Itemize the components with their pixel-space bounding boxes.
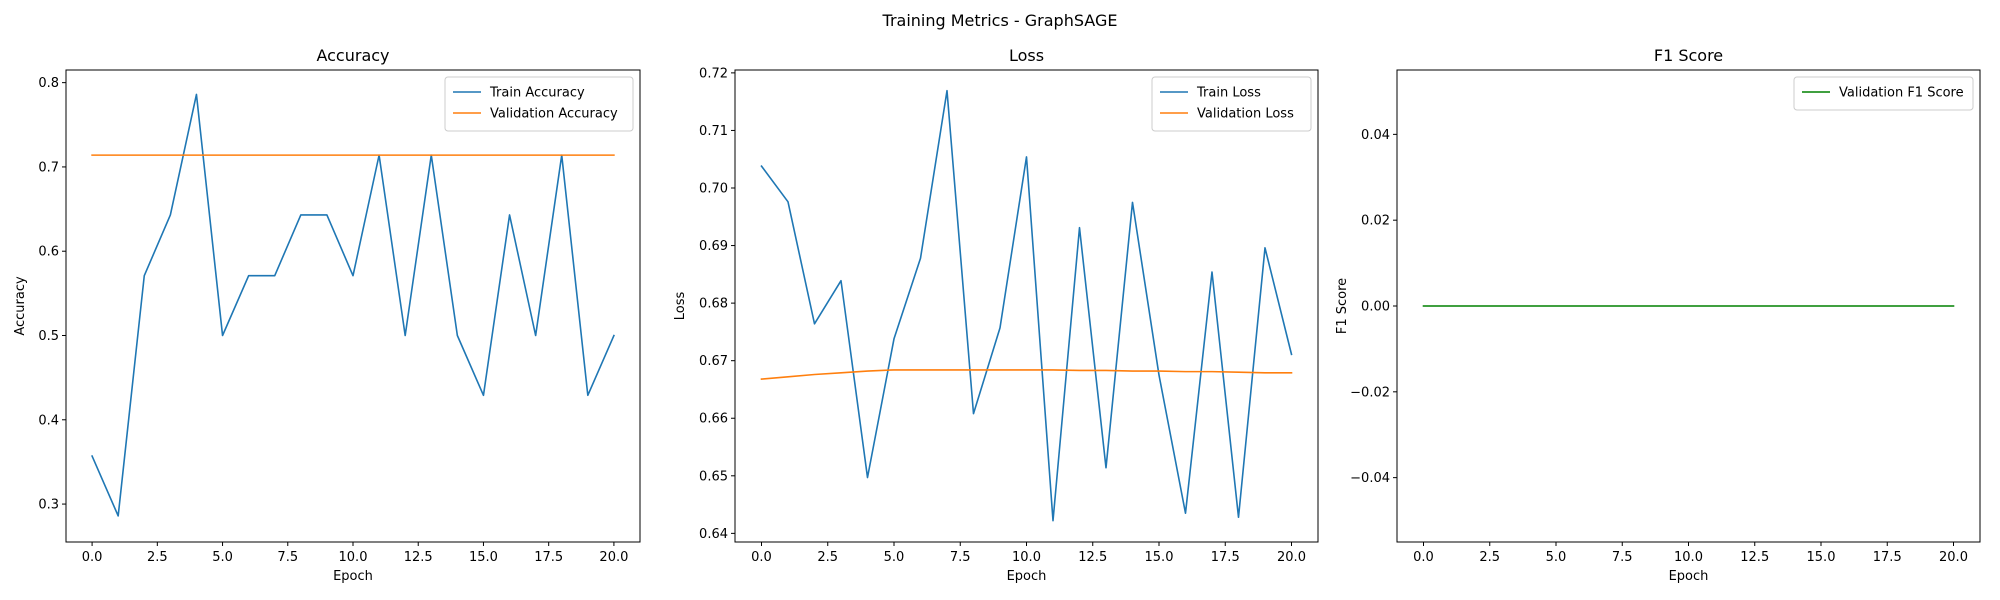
chart-f1-score-xtick-label: 5.0 — [1546, 550, 1567, 565]
figure-title: Training Metrics - GraphSAGE — [882, 11, 1118, 30]
chart-f1-score-legend-box — [1793, 76, 1974, 111]
chart-loss-xtick-label: 12.5 — [1078, 550, 1107, 565]
chart-accuracy-ytick-label: 0.3 — [38, 498, 59, 513]
chart-accuracy-xtick-label: 15.0 — [469, 550, 498, 565]
chart-f1-score-xtick-label: 15.0 — [1807, 550, 1836, 565]
chart-accuracy-title: Accuracy — [316, 46, 389, 65]
chart-loss-x-axis-label: Epoch — [1007, 569, 1047, 584]
chart-f1-score-xtick-label: 20.0 — [1939, 550, 1968, 565]
chart-loss-ytick-label: 0.65 — [699, 469, 728, 484]
chart-loss-ytick-label: 0.64 — [699, 527, 728, 542]
chart-loss-ytick-label: 0.67 — [699, 354, 728, 369]
chart-f1-score-x-axis-label: Epoch — [1669, 569, 1709, 584]
chart-f1-score-ytick-label: 0.04 — [1361, 128, 1390, 143]
chart-f1-score-legend: Validation F1 Score — [1793, 76, 1974, 111]
chart-f1-score-xtick-label: 17.5 — [1873, 550, 1902, 565]
chart-f1-score-y-axis-label: F1 Score — [1335, 278, 1350, 334]
chart-accuracy-xtick-label: 17.5 — [534, 550, 563, 565]
chart-accuracy-x-axis-label: Epoch — [333, 569, 373, 584]
chart-loss-series-validation-loss-line — [760, 369, 1293, 380]
chart-accuracy-ytick-label: 0.6 — [38, 245, 59, 260]
chart-accuracy-y-axis-label: Accuracy — [13, 276, 28, 336]
chart-f1-score-xtick-label: 7.5 — [1612, 550, 1633, 565]
chart-f1-score-ytick-label: 0.02 — [1361, 214, 1390, 229]
chart-accuracy-legend-label-train-accuracy: Train Accuracy — [489, 86, 585, 101]
chart-accuracy-xtick-label: 2.5 — [147, 550, 168, 565]
chart-accuracy-xtick-label: 20.0 — [599, 550, 628, 565]
chart-f1-score-xtick-label: 10.0 — [1674, 550, 1703, 565]
chart-accuracy-ytick-label: 0.7 — [38, 160, 59, 175]
chart-accuracy-legend-label-validation-accuracy: Validation Accuracy — [490, 107, 618, 122]
chart-loss-xtick-label: 5.0 — [884, 550, 905, 565]
chart-accuracy-ytick-label: 0.8 — [38, 76, 59, 91]
chart-accuracy-series-train-accuracy-line — [91, 93, 615, 517]
chart-loss-ytick-label: 0.68 — [699, 297, 728, 312]
chart-accuracy-xtick-label: 5.0 — [212, 550, 233, 565]
chart-loss-ytick-label: 0.71 — [699, 124, 728, 139]
chart-loss-xtick-label: 20.0 — [1277, 550, 1306, 565]
chart-f1-score-ytick-label: 0.00 — [1361, 300, 1390, 315]
chart-loss-xtick-label: 17.5 — [1211, 550, 1240, 565]
chart-loss-title: Loss — [1009, 46, 1044, 65]
chart-accuracy-ytick-label: 0.4 — [38, 413, 59, 428]
chart-accuracy-ytick-label: 0.5 — [38, 329, 59, 344]
chart-loss-ytick-label: 0.69 — [699, 239, 728, 254]
chart-f1-score-panel: F1 Score 0.0 2.5 5.0 7.5 10.0 12.5 15.0 17.5 20.0… — [1335, 46, 1981, 584]
chart-loss-legend-label-train-loss: Train Loss — [1196, 86, 1261, 101]
chart-loss-ytick-label: 0.70 — [699, 182, 728, 197]
chart-loss-xtick-label: 2.5 — [817, 550, 838, 565]
chart-loss-xtick-label: 15.0 — [1145, 550, 1174, 565]
chart-loss-ytick-label: 0.72 — [699, 66, 728, 81]
chart-loss-y-axis-label: Loss — [673, 292, 688, 321]
chart-loss-legend: Train Loss Validation Loss — [1151, 76, 1312, 132]
chart-loss-legend-label-validation-loss: Validation Loss — [1197, 107, 1294, 122]
chart-f1-score-xtick-label: 0.0 — [1413, 550, 1434, 565]
chart-accuracy-panel: Accuracy 0.0 2.5 5.0 7.5 10.0 12.5 15.0 17.5 20.0… — [13, 46, 641, 584]
chart-f1-score-legend-label-validation-f1-score: Validation F1 Score — [1839, 86, 1964, 101]
chart-loss-panel: Loss 0.0 2.5 5.0 7.5 10.0 12.5 15.0 17.5 20.0 0.64… — [673, 46, 1319, 584]
chart-loss-xtick-label: 7.5 — [950, 550, 971, 565]
chart-accuracy-legend: Train Accuracy Validation Accuracy — [444, 76, 634, 132]
chart-loss-xtick-label: 10.0 — [1012, 550, 1041, 565]
chart-loss-ytick-label: 0.66 — [699, 412, 728, 427]
chart-f1-score-title: F1 Score — [1654, 46, 1723, 65]
chart-accuracy-legend-box — [444, 76, 634, 132]
chart-f1-score-ytick-label: −0.02 — [1350, 385, 1390, 400]
chart-loss-xtick-label: 0.0 — [751, 550, 772, 565]
chart-accuracy-xtick-label: 12.5 — [404, 550, 433, 565]
chart-accuracy-xtick-label: 10.0 — [339, 550, 368, 565]
chart-accuracy-xtick-label: 0.0 — [82, 550, 103, 565]
chart-f1-score-xtick-label: 12.5 — [1740, 550, 1769, 565]
chart-loss-legend-box — [1151, 76, 1312, 132]
chart-accuracy-xtick-label: 7.5 — [277, 550, 298, 565]
chart-loss-series-train-loss-line — [760, 89, 1293, 522]
chart-f1-score-xtick-label: 2.5 — [1479, 550, 1500, 565]
chart-f1-score-ytick-label: −0.04 — [1350, 471, 1390, 486]
